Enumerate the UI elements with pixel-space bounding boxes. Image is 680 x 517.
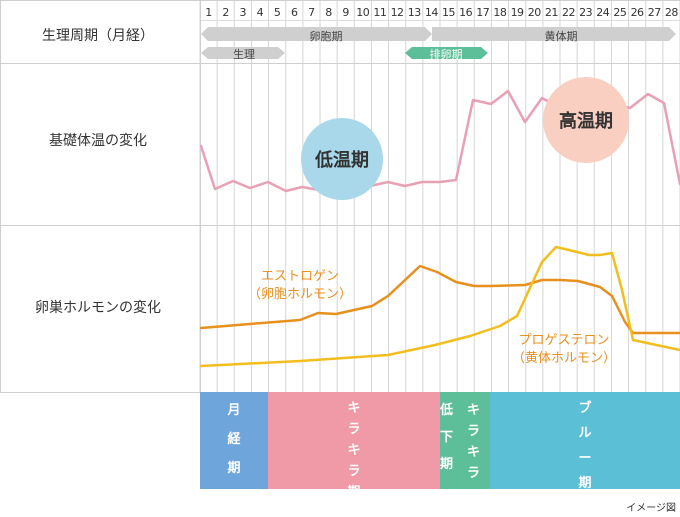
day-number: 20 (527, 6, 542, 19)
phase-char: キ (347, 443, 361, 458)
phase-char: 期 (578, 476, 592, 491)
day-number: 13 (407, 6, 422, 19)
phase-char: ブ (578, 401, 592, 416)
estrogen-sub: （卵胞ホルモン） (248, 287, 353, 302)
phase-char: 期 (347, 485, 361, 500)
day-number: 7 (308, 6, 315, 19)
phase-char: 月 (227, 403, 241, 418)
follicular-arrow-label: 卵胞期 (309, 30, 343, 43)
high-temp-label: 高温期 (559, 111, 613, 132)
phase-decline-col2: キ ラ キ ラ (467, 400, 480, 484)
day-number: 27 (647, 6, 662, 19)
day-number: 6 (290, 6, 298, 19)
bbt-row-label: 基礎体温の変化 (49, 133, 147, 149)
phase-char: ラ (467, 424, 481, 439)
phase-char: ル (578, 426, 592, 441)
day-number: 4 (256, 6, 264, 19)
phase-char: 期 (440, 457, 454, 472)
estrogen-line (199, 264, 680, 335)
phase-decline: 低 下 期 キ ラ キ ラ (440, 392, 490, 489)
cycle-row-label: 生理周期（月経） (42, 28, 154, 44)
menses-arrow-label: 生理 (233, 48, 255, 61)
day-number: 18 (493, 6, 507, 19)
ovulation-arrow-label: 排卵期 (429, 48, 463, 61)
estrogen-name: エストロゲン (261, 269, 340, 284)
day-number: 12 (390, 6, 405, 19)
phase-char: 経 (227, 432, 241, 447)
day-number: 14 (424, 6, 439, 19)
follicular-arrow (201, 27, 432, 41)
day-number: 15 (442, 6, 456, 19)
phase-char: 低 (440, 403, 454, 418)
progesterone-label: プロゲステロン （黄体ホルモン） (512, 332, 616, 368)
day-number: 10 (356, 6, 370, 19)
phase-kirakira: キ ラ キ ラ 期 (268, 392, 440, 500)
luteal-arrow-label: 黄体期 (544, 30, 578, 43)
phase-char: ラ (347, 422, 361, 437)
day-number: 22 (562, 6, 576, 19)
phase-arrows (201, 27, 676, 59)
phase-char: 期 (227, 461, 241, 476)
phase-char: ー (578, 451, 592, 466)
day-number: 24 (596, 6, 610, 19)
phase-char: キ (467, 403, 481, 418)
day-number: 16 (459, 6, 473, 19)
phase-char: ラ (347, 464, 361, 479)
day-number: 23 (579, 6, 593, 19)
phase-blue-text: ブ ル ー 期 (490, 398, 680, 494)
day-number: 19 (510, 6, 525, 19)
low-temp-label: 低温期 (315, 150, 369, 171)
day-number: 26 (630, 6, 645, 19)
day-number: 17 (476, 6, 490, 19)
day-number: 21 (544, 6, 559, 19)
day-number: 28 (664, 6, 679, 19)
day-number: 1 (205, 6, 212, 19)
phase-blue: ブ ル ー 期 (490, 392, 680, 491)
footnote: イメージ図 (626, 503, 676, 514)
low-temp-bubble: 低温期 (301, 118, 383, 200)
phase-menses-text: 月 経 期 (200, 400, 268, 479)
day-number: 11 (373, 6, 387, 19)
ovulation-arrow (405, 47, 488, 59)
high-temp-bubble: 高温期 (543, 77, 629, 163)
progesterone-line (199, 245, 680, 368)
day-number: 9 (342, 6, 349, 19)
phase-decline-col1: 低 下 期 (431, 400, 453, 475)
menses-arrow (201, 47, 285, 59)
estrogen-label: エストロゲン （卵胞ホルモン） (248, 268, 352, 304)
phase-char: 下 (440, 430, 454, 445)
day-number: 3 (239, 6, 247, 19)
phase-char: ラ (467, 466, 481, 481)
progesterone-name: プロゲステロン (518, 333, 610, 348)
hormone-row-label: 卵巣ホルモンの変化 (35, 300, 161, 316)
phase-char: キ (347, 401, 361, 416)
day-number: 25 (613, 6, 627, 19)
phase-char: キ (467, 445, 481, 460)
phase-kirakira-text: キ ラ キ ラ 期 (268, 398, 440, 503)
phase-menses: 月 経 期 (200, 392, 268, 489)
day-number: 5 (273, 6, 281, 19)
day-number: 8 (325, 6, 332, 19)
luteal-arrow (432, 27, 676, 41)
progesterone-sub: （黄体ホルモン） (512, 351, 617, 366)
day-number: 2 (222, 6, 229, 19)
